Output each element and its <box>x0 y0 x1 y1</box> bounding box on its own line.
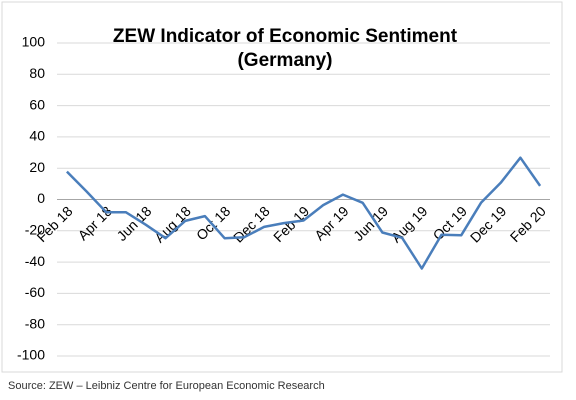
y-tick-label: -40 <box>25 253 45 269</box>
y-tick-label: 60 <box>29 96 45 112</box>
y-tick-label: -80 <box>25 315 45 331</box>
y-tick-label: 80 <box>29 65 45 81</box>
y-tick-label: -60 <box>25 284 45 300</box>
chart-title: ZEW Indicator of Economic Sentiment <box>113 26 458 47</box>
y-tick-label: 0 <box>37 190 45 206</box>
y-tick-label: 20 <box>29 159 45 175</box>
data-line <box>66 156 542 270</box>
y-tick-label: -100 <box>17 347 45 363</box>
chart-frame <box>1 1 563 373</box>
y-tick-label: 100 <box>22 34 46 50</box>
chart-title: (Germany) <box>237 50 332 71</box>
source-note: Source: ZEW – Leibniz Centre for Europea… <box>8 380 325 392</box>
y-tick-label: -20 <box>25 222 45 238</box>
y-tick-label: 40 <box>29 128 45 144</box>
